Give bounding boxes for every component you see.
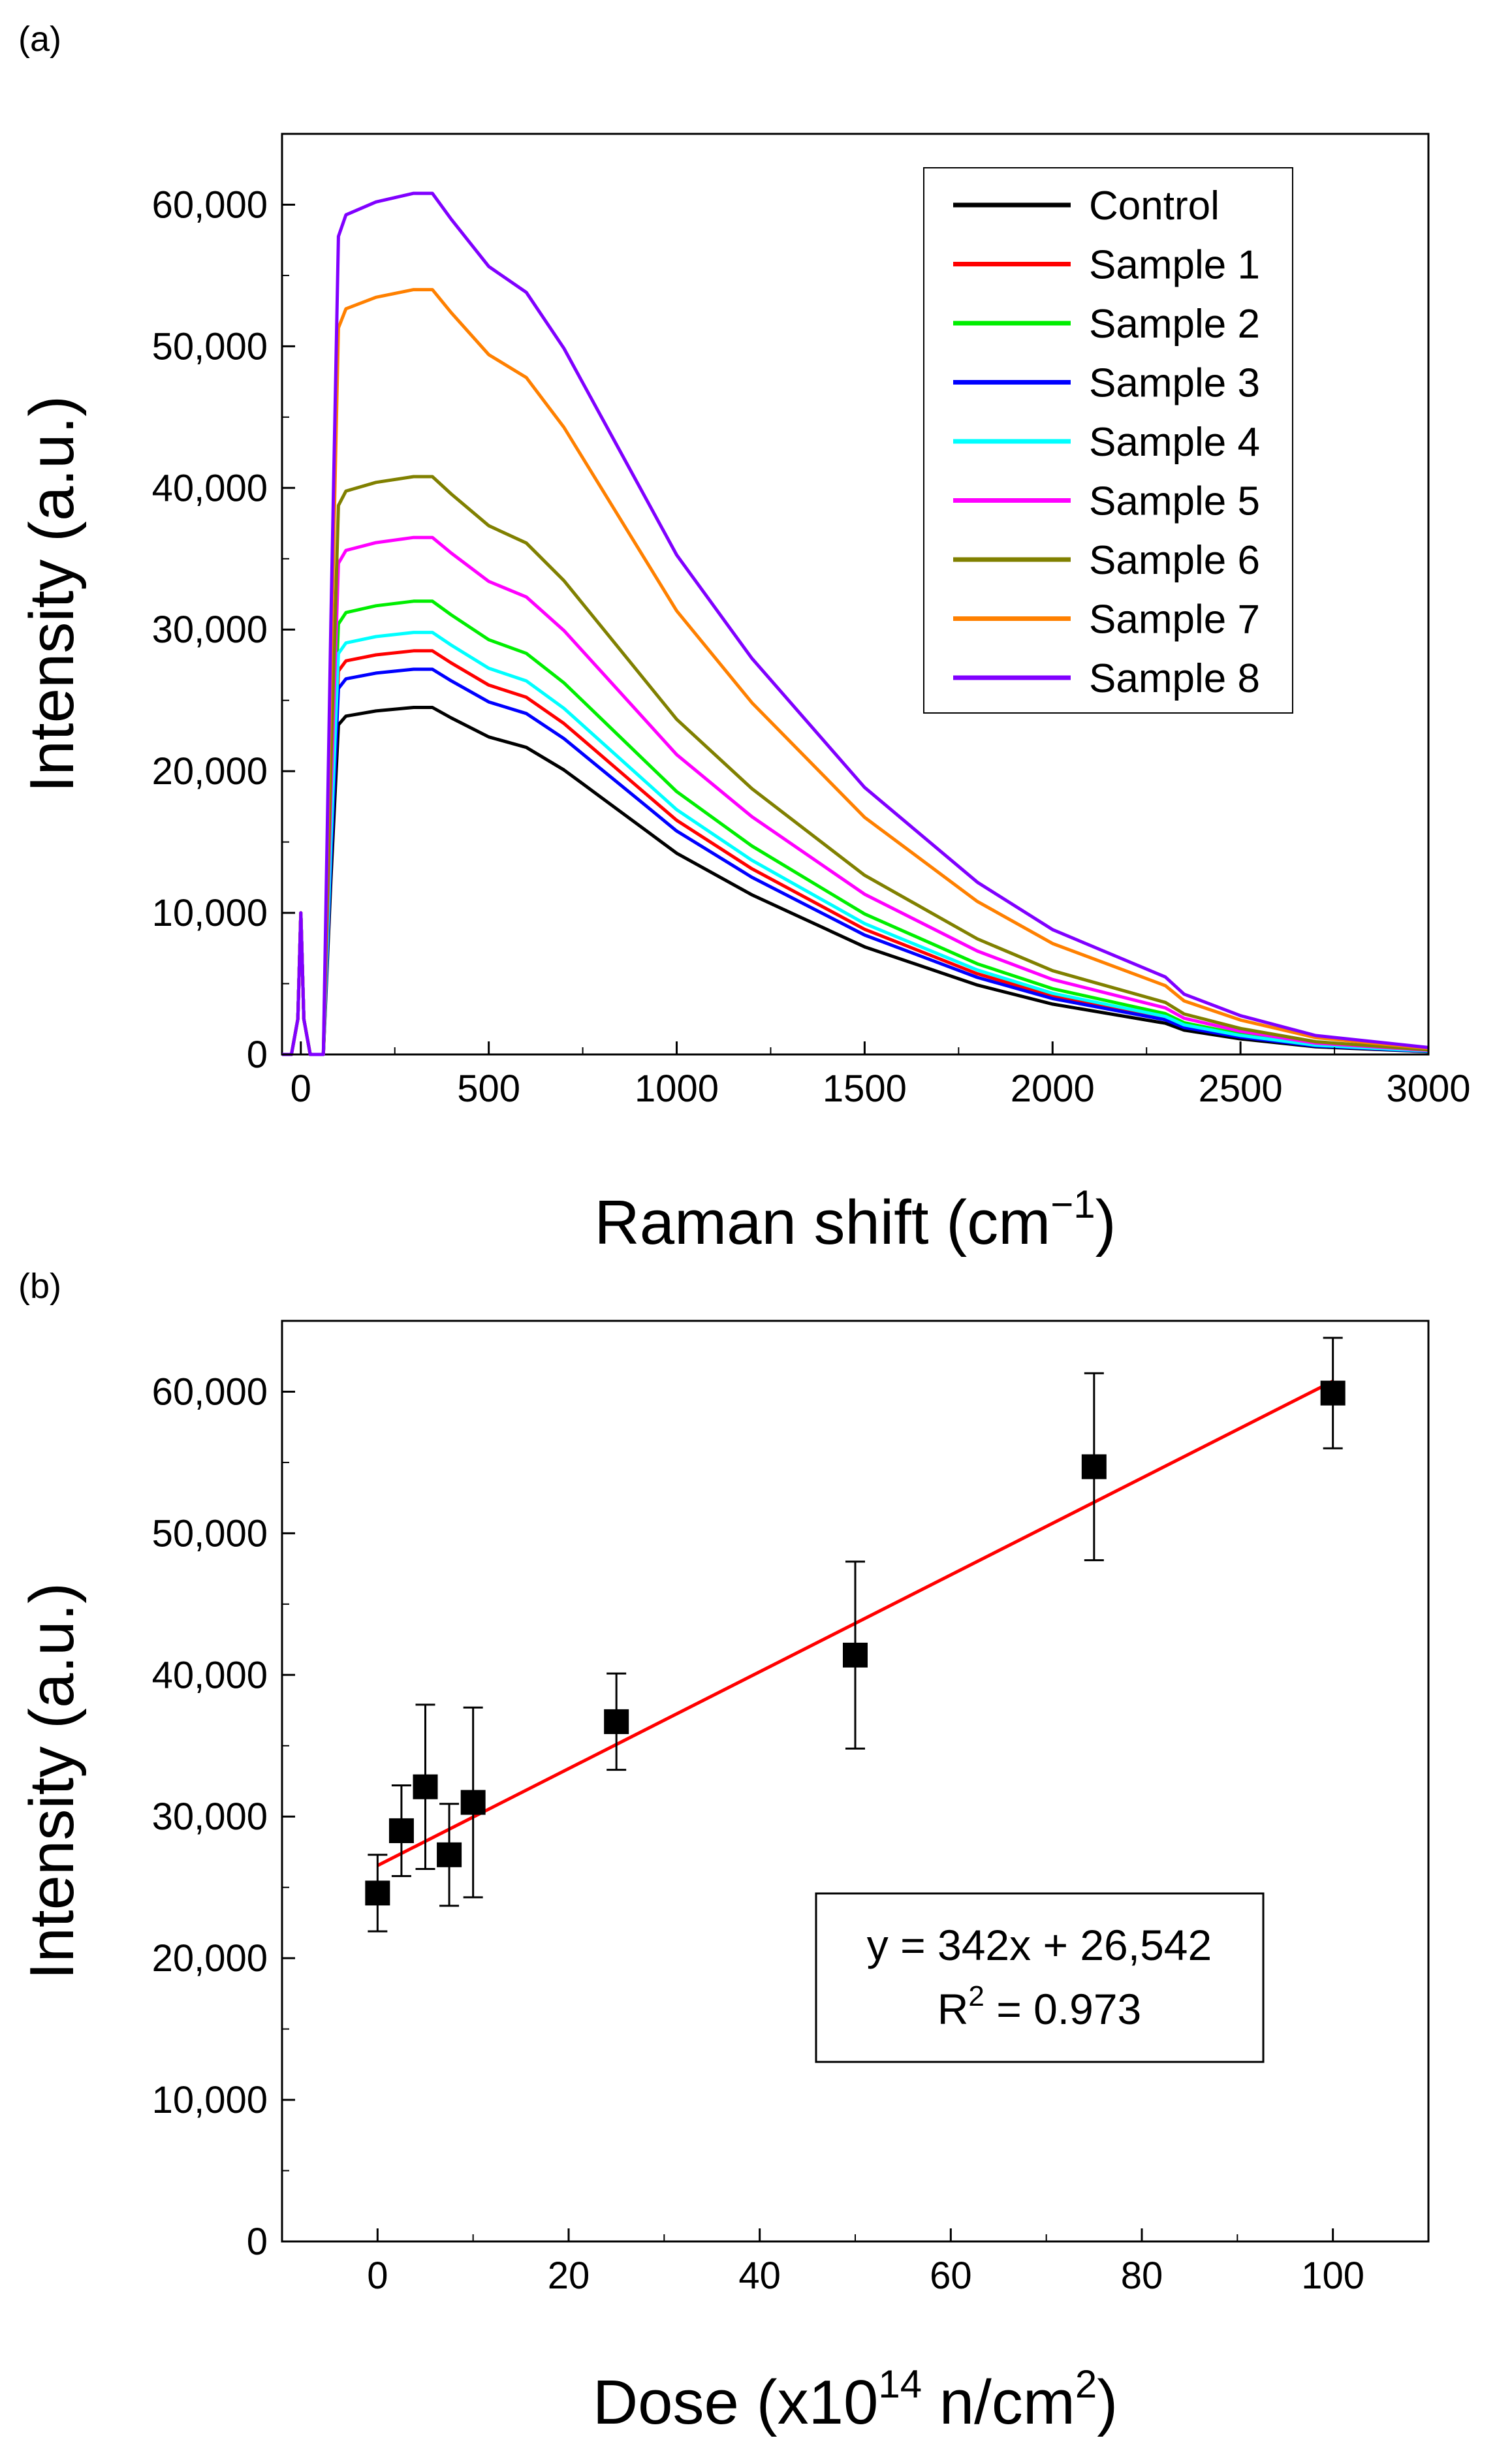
panel-b-y-ticks: 0 10,000 20,000 30,000 40,000 50,000 60,000 — [152, 1370, 295, 2263]
data-point-4 — [437, 1842, 462, 1867]
series-line-sample-3 — [282, 667, 1429, 1056]
data-point-6 — [604, 1709, 629, 1734]
panel-b-y-tick-label: 0 — [247, 2221, 268, 2263]
panel-b-y-axis-title: Intensity (a.u.) — [17, 1583, 87, 1980]
data-point-9 — [1320, 1380, 1346, 1406]
panel-a-series-lines — [282, 191, 1429, 1056]
panel-a-x-axis-title: Raman shift (cm−1) — [594, 1182, 1116, 1258]
legend-label-control: Control — [1089, 183, 1220, 229]
panel-a-y-tick-label: 10,000 — [152, 892, 268, 934]
panel-a-x-axis-title-superscript: −1 — [1050, 1182, 1095, 1226]
panel-a-y-axis-title: Intensity (a.u.) — [17, 396, 87, 793]
panel-a-legend: Control Sample 1 Sample 2 Sample 3 Sample 4 S… — [953, 183, 1260, 701]
data-point-1 — [365, 1880, 390, 1906]
panel-a-y-tick-label: 60,000 — [152, 183, 268, 226]
panel-b-fit-equation: y = 342x + 26,542 — [867, 1921, 1212, 1969]
panel-b-x-axis-title-main: Dose (x10 — [593, 2367, 879, 2437]
panel-b-x-ticks: 0 20 40 60 80 100 — [367, 2228, 1364, 2297]
legend-label-sample-8: Sample 8 — [1089, 656, 1260, 701]
data-point-2 — [388, 1818, 414, 1843]
panel-a-y-ticks: 0 10,000 20,000 30,000 40,000 50,000 60,000 — [152, 183, 295, 1076]
panel-a-spectra-chart: (a) 0 10,000 20,000 30,000 40,000 50,000 60,00… — [17, 20, 1471, 1258]
panel-a-x-axis-title-main: Raman shift (cm — [594, 1188, 1050, 1258]
panel-a-x-tick-label: 500 — [457, 1068, 520, 1110]
legend-label-sample-3: Sample 3 — [1089, 361, 1260, 406]
data-point-7 — [843, 1642, 868, 1668]
panel-b-r-squared-superscript: 2 — [968, 1980, 984, 2012]
panel-b-x-tick-label: 20 — [548, 2255, 590, 2297]
panel-a-x-axis-title-close: ) — [1095, 1188, 1116, 1258]
panel-b-x-tick-label: 40 — [738, 2255, 781, 2297]
panel-a-x-ticks: 0 500 1000 1500 2000 2500 3000 — [291, 1041, 1471, 1110]
legend-label-sample-1: Sample 1 — [1089, 243, 1260, 288]
panel-b-plot-frame — [281, 1320, 1430, 2243]
panel-a-x-tick-label: 2500 — [1199, 1068, 1283, 1110]
panel-a-y-tick-label: 30,000 — [152, 609, 268, 651]
panel-b-x-axis-title-superscript-1: 14 — [878, 2362, 922, 2406]
panel-b-x-axis-title: Dose (x1014 n/cm2) — [593, 2362, 1118, 2437]
panel-b-y-tick-label: 10,000 — [152, 2079, 268, 2121]
panel-b-y-tick-label: 30,000 — [152, 1796, 268, 1838]
panel-b-r-squared: R2 = 0.973 — [937, 1980, 1142, 2033]
panel-a-plot-frame — [281, 133, 1430, 1056]
panel-b-label: (b) — [18, 1267, 61, 1306]
panel-b-r-squared-value: = 0.973 — [984, 1985, 1141, 2033]
legend-label-sample-7: Sample 7 — [1089, 597, 1260, 642]
panel-b-x-axis-title-unit: n/cm — [922, 2367, 1075, 2437]
data-point-5 — [460, 1790, 486, 1815]
panel-b-dose-chart: (b) 0 10,000 20,000 30,000 40,000 50,000 60,00… — [17, 1267, 1430, 2437]
panel-a-y-tick-label: 50,000 — [152, 325, 268, 368]
panel-b-y-tick-label: 20,000 — [152, 1937, 268, 1980]
series-line-control — [282, 706, 1429, 1056]
legend-label-sample-2: Sample 2 — [1089, 302, 1260, 347]
data-point-3 — [413, 1774, 438, 1799]
panel-a-y-tick-label: 40,000 — [152, 467, 268, 509]
panel-a-x-tick-label: 0 — [291, 1068, 311, 1110]
legend-label-sample-4: Sample 4 — [1089, 420, 1260, 465]
panel-b-x-axis-title-close: ) — [1097, 2367, 1118, 2437]
panel-a-y-tick-label: 0 — [247, 1034, 268, 1076]
panel-a-x-tick-label: 1000 — [635, 1068, 719, 1110]
panel-a-label: (a) — [18, 20, 61, 59]
panel-a-x-tick-label: 2000 — [1011, 1068, 1095, 1110]
panel-a-x-tick-label: 1500 — [823, 1068, 907, 1110]
data-point-8 — [1081, 1454, 1107, 1480]
panel-b-equation-box — [815, 1892, 1265, 2063]
panel-b-x-tick-label: 60 — [930, 2255, 972, 2297]
panel-a-x-tick-label: 3000 — [1386, 1068, 1470, 1110]
legend-label-sample-6: Sample 6 — [1089, 538, 1260, 583]
panel-b-x-tick-label: 0 — [367, 2255, 388, 2297]
legend-label-sample-5: Sample 5 — [1089, 479, 1260, 524]
panel-b-x-axis-title-superscript-2: 2 — [1075, 2362, 1097, 2406]
panel-b-y-tick-label: 40,000 — [152, 1654, 268, 1696]
panel-b-x-tick-label: 100 — [1301, 2255, 1364, 2297]
panel-b-data-points — [365, 1337, 1346, 1933]
panel-b-r-squared-label: R — [937, 1985, 969, 2033]
series-line-sample-8 — [282, 191, 1429, 1056]
panel-b-y-tick-label: 50,000 — [152, 1512, 268, 1555]
panel-a-y-tick-label: 20,000 — [152, 750, 268, 793]
panel-b-x-tick-label: 80 — [1121, 2255, 1163, 2297]
panel-b-y-tick-label: 60,000 — [152, 1370, 268, 1413]
